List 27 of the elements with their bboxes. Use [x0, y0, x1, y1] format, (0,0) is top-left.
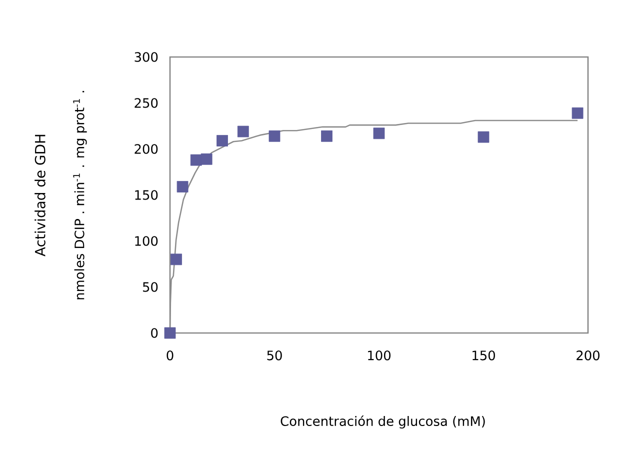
- text: Actividad de GDH: [34, 134, 46, 256]
- x-tick-label: 100: [368, 350, 390, 360]
- y-tick-label: 250: [134, 98, 158, 108]
- x-axis-title: Concentración de glucosa (mM): [280, 415, 485, 429]
- point: [237, 126, 249, 138]
- point: [216, 135, 228, 146]
- point: [268, 130, 280, 142]
- y-tick-label: 150: [135, 190, 158, 200]
- point: [170, 254, 182, 266]
- x-tick-label: 0: [166, 350, 174, 360]
- point: [478, 131, 490, 143]
- x-tick-label: 200: [576, 350, 600, 360]
- point: [176, 181, 188, 192]
- text: nmoles DCIP . min$^{-1}$ . mg prot$^{-1}$ .: [73, 90, 87, 300]
- x-tick-label: 50: [267, 350, 282, 360]
- point: [200, 153, 212, 165]
- y-tick-label: 50: [143, 282, 158, 292]
- x-tick-label: 150: [472, 350, 495, 360]
- point: [373, 128, 385, 140]
- point: [572, 107, 584, 119]
- y-tick-label: 300: [134, 52, 158, 62]
- point: [190, 154, 202, 166]
- y-tick-label: 0: [151, 328, 158, 338]
- point: [321, 130, 332, 142]
- y-tick-label: 200: [134, 144, 158, 154]
- y-tick-label: 100: [135, 236, 158, 246]
- point: [164, 327, 176, 339]
